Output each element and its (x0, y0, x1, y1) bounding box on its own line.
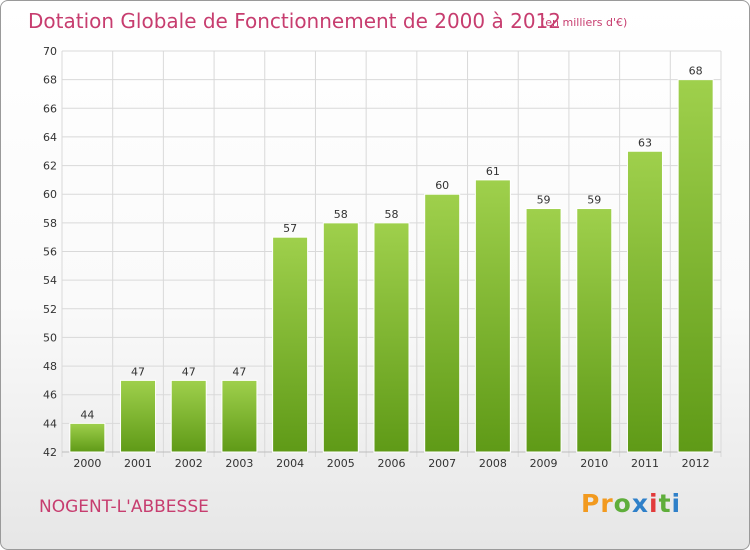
x-tick-label: 2008 (479, 457, 507, 470)
y-tick-label: 62 (43, 160, 57, 173)
bar (221, 379, 258, 453)
x-tick-label: 2004 (276, 457, 304, 470)
bar-value-label: 59 (537, 194, 551, 207)
bar (525, 208, 562, 453)
bar-value-label: 60 (435, 179, 449, 192)
bar-value-label: 47 (182, 365, 196, 378)
logo-letter: i (649, 489, 659, 518)
bar (626, 150, 663, 453)
bar (424, 193, 461, 453)
x-tick-label: 2000 (73, 457, 101, 470)
y-tick-label: 48 (43, 360, 57, 373)
y-tick-label: 44 (43, 417, 57, 430)
x-tick-label: 2001 (124, 457, 152, 470)
logo-letter: x (631, 489, 649, 518)
x-tick-label: 2012 (682, 457, 710, 470)
y-tick-label: 56 (43, 246, 57, 259)
y-tick-label: 46 (43, 389, 57, 402)
bar (576, 208, 613, 453)
y-tick-label: 60 (43, 188, 57, 201)
logo-letter: i (671, 489, 682, 518)
logo-letter: r (600, 489, 614, 518)
bar-value-label: 58 (334, 208, 348, 221)
commune-name: NOGENT-L'ABBESSE (39, 497, 209, 517)
bar-value-label: 47 (131, 365, 145, 378)
y-tick-label: 70 (43, 45, 57, 58)
bar (272, 236, 309, 453)
bar (170, 379, 207, 453)
bar (322, 222, 359, 453)
y-tick-label: 58 (43, 217, 57, 230)
bar-value-label: 44 (80, 408, 94, 421)
y-tick-label: 66 (43, 102, 57, 115)
bar-value-label: 61 (486, 165, 500, 178)
bar (120, 379, 157, 453)
logo-letter: t (658, 489, 672, 518)
x-tick-label: 2003 (225, 457, 253, 470)
x-tick-label: 2005 (327, 457, 355, 470)
proxiti-logo: Proxiti (581, 489, 681, 518)
x-tick-label: 2011 (631, 457, 659, 470)
y-tick-label: 42 (43, 446, 57, 459)
bar-value-label: 47 (232, 365, 246, 378)
x-tick-label: 2006 (378, 457, 406, 470)
chart-unit: (en milliers d'€) (541, 16, 628, 29)
x-tick-label: 2009 (530, 457, 558, 470)
bar-value-label: 57 (283, 222, 297, 235)
x-tick-label: 2010 (580, 457, 608, 470)
bar (677, 79, 714, 453)
bar-value-label: 63 (638, 136, 652, 149)
bar (69, 422, 106, 453)
bar (373, 222, 410, 453)
y-tick-label: 54 (43, 274, 57, 287)
x-tick-label: 2002 (175, 457, 203, 470)
bar-value-label: 58 (385, 208, 399, 221)
y-tick-label: 50 (43, 331, 57, 344)
chart-title: Dotation Globale de Fonctionnement de 20… (28, 9, 561, 33)
bar (474, 179, 511, 453)
bar-value-label: 68 (689, 65, 703, 78)
y-tick-label: 68 (43, 74, 57, 87)
y-tick-label: 64 (43, 131, 57, 144)
bar-value-label: 59 (587, 194, 601, 207)
logo-letter: P (581, 489, 601, 518)
x-tick-label: 2007 (428, 457, 456, 470)
y-tick-label: 52 (43, 303, 57, 316)
logo-letter: o (613, 489, 632, 518)
